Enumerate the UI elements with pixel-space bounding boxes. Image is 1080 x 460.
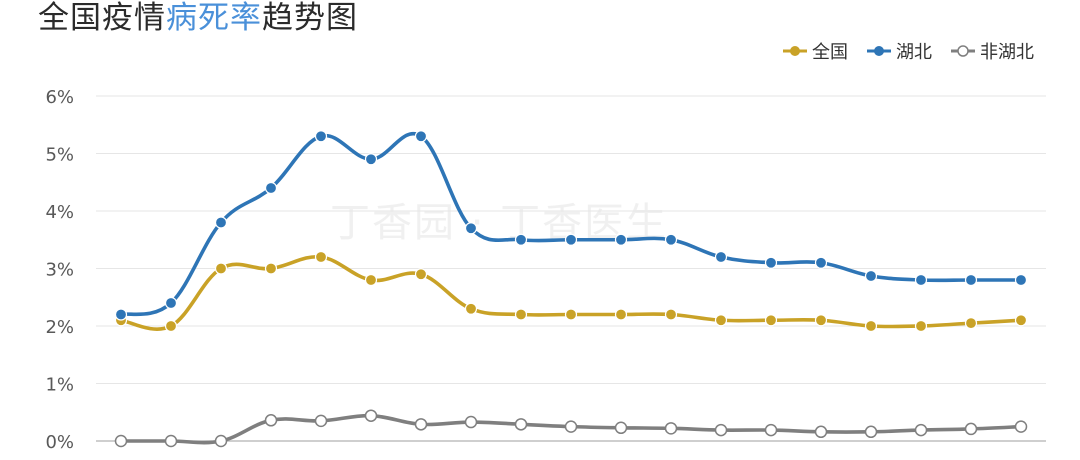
data-point bbox=[364, 153, 378, 166]
data-point bbox=[864, 269, 878, 283]
legend-marker-icon bbox=[867, 46, 891, 56]
title-prefix: 全国疫情 bbox=[38, 0, 166, 36]
data-point bbox=[964, 422, 978, 436]
y-tick-label: 1% bbox=[45, 375, 74, 396]
data-point bbox=[914, 319, 928, 333]
data-point bbox=[714, 250, 728, 264]
data-point bbox=[664, 233, 678, 246]
data-point bbox=[964, 317, 978, 330]
data-point bbox=[414, 418, 428, 431]
data-point bbox=[714, 314, 728, 327]
legend-item: 全国 bbox=[782, 38, 848, 64]
data-point bbox=[314, 250, 328, 264]
data-point bbox=[214, 262, 228, 275]
legend-marker-icon bbox=[951, 45, 975, 57]
hubei-series bbox=[114, 130, 1028, 321]
data-point bbox=[514, 233, 528, 246]
y-tick-label: 5% bbox=[45, 145, 74, 166]
legend-label: 全国 bbox=[812, 42, 848, 63]
data-point bbox=[364, 273, 378, 287]
data-point bbox=[914, 273, 928, 287]
data-point bbox=[414, 268, 428, 281]
legend-label: 湖北 bbox=[896, 42, 932, 63]
title-highlight: 病死率 bbox=[166, 0, 262, 36]
data-point bbox=[164, 319, 178, 333]
data-point bbox=[964, 273, 978, 287]
data-point bbox=[914, 423, 928, 437]
data-point bbox=[864, 319, 878, 333]
data-point bbox=[414, 130, 428, 143]
title-suffix: 趋势图 bbox=[262, 0, 358, 36]
y-tick-label: 6% bbox=[45, 87, 74, 108]
data-point bbox=[1014, 420, 1028, 433]
data-point bbox=[514, 418, 528, 431]
legend-item: 湖北 bbox=[866, 38, 932, 64]
data-point bbox=[314, 414, 328, 428]
data-point bbox=[814, 314, 828, 327]
data-point bbox=[214, 216, 228, 229]
data-point bbox=[664, 308, 678, 321]
data-point bbox=[764, 256, 778, 269]
national-series bbox=[114, 250, 1028, 333]
data-point bbox=[164, 434, 178, 448]
data-point bbox=[764, 423, 778, 437]
data-point bbox=[364, 409, 378, 422]
data-point bbox=[464, 222, 478, 235]
data-point bbox=[114, 434, 128, 448]
data-point bbox=[214, 434, 228, 448]
data-point bbox=[764, 314, 778, 327]
y-tick-label: 0% bbox=[45, 432, 74, 453]
data-point bbox=[614, 233, 628, 246]
legend-marker-icon bbox=[783, 46, 807, 56]
data-point bbox=[814, 425, 828, 439]
data-point bbox=[564, 233, 578, 246]
data-point bbox=[1014, 314, 1028, 327]
data-point bbox=[264, 414, 278, 427]
data-point bbox=[114, 308, 128, 321]
data-point bbox=[464, 415, 478, 429]
y-tick-label: 4% bbox=[45, 202, 74, 223]
y-tick-label: 2% bbox=[45, 317, 74, 338]
legend: 全国 湖北 非湖北 bbox=[782, 38, 1034, 64]
data-point bbox=[814, 256, 828, 269]
data-point bbox=[614, 308, 628, 321]
y-tick-label: 3% bbox=[45, 260, 74, 281]
data-point bbox=[514, 308, 528, 321]
series-line bbox=[119, 131, 1023, 317]
data-point bbox=[1014, 273, 1028, 287]
data-point bbox=[714, 423, 728, 437]
data-point bbox=[264, 181, 278, 195]
data-point bbox=[464, 302, 478, 315]
chart-title: 全国疫情病死率趋势图 bbox=[38, 0, 358, 37]
data-point bbox=[614, 421, 628, 435]
data-point bbox=[864, 425, 878, 439]
data-point bbox=[664, 422, 678, 435]
legend-label: 非湖北 bbox=[980, 42, 1034, 63]
data-point bbox=[164, 296, 178, 310]
data-point bbox=[264, 262, 278, 275]
data-point bbox=[564, 308, 578, 321]
legend-item: 非湖北 bbox=[950, 38, 1034, 64]
non-hubei-series bbox=[114, 409, 1028, 448]
data-point bbox=[564, 420, 578, 433]
data-point bbox=[314, 130, 328, 143]
